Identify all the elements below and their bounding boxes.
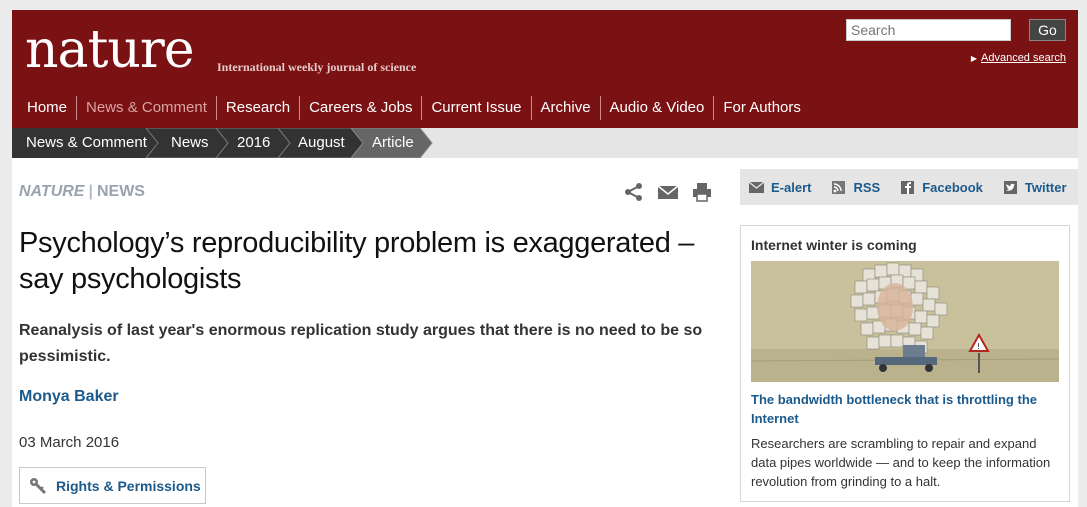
page: nature International weekly journal of s… xyxy=(12,10,1078,507)
breadcrumb-news[interactable]: News xyxy=(171,134,209,151)
nav-item-archive[interactable]: Archive xyxy=(530,96,600,120)
promo-illustration: ! xyxy=(751,261,1059,382)
facebook-label: Facebook xyxy=(922,179,983,195)
journal-label[interactable]: NATURE xyxy=(19,183,85,200)
main-nav: Home News & Comment Research Careers & J… xyxy=(18,96,810,120)
breadcrumb-news-comment[interactable]: News & Comment xyxy=(26,134,147,151)
advanced-search-link[interactable]: ▶ Advanced search xyxy=(971,52,1066,64)
share-icon[interactable] xyxy=(624,182,644,202)
nav-item-research[interactable]: Research xyxy=(215,96,299,120)
tagline: International weekly journal of science xyxy=(217,60,417,74)
nav-item-news-comment[interactable]: News & Comment xyxy=(76,96,216,120)
section-news-label[interactable]: NEWS xyxy=(96,183,145,200)
breadcrumb-background xyxy=(12,128,433,158)
rss-icon xyxy=(832,180,846,194)
email-icon xyxy=(749,180,764,193)
promo-image[interactable]: ! xyxy=(751,261,1059,382)
breadcrumb: News & Comment News 2016 August Article xyxy=(12,128,1078,158)
rss-label: RSS xyxy=(853,179,881,195)
e-alert-link[interactable]: E-alert xyxy=(749,180,811,195)
nav-item-for-authors[interactable]: For Authors xyxy=(713,96,810,120)
rights-permissions-label: Rights & Permissions xyxy=(56,477,201,494)
nav-item-current-issue[interactable]: Current Issue xyxy=(421,96,530,120)
svg-text:!: ! xyxy=(977,342,980,351)
nav-item-careers-jobs[interactable]: Careers & Jobs xyxy=(299,96,421,120)
promo-article-link[interactable]: The bandwidth bottleneck that is throttl… xyxy=(751,392,1037,426)
advanced-search-label: Advanced search xyxy=(981,52,1066,64)
breadcrumb-august[interactable]: August xyxy=(298,134,345,151)
rss-link[interactable]: RSS xyxy=(831,180,880,195)
rights-permissions-button[interactable]: Rights & Permissions xyxy=(19,467,206,504)
twitter-icon xyxy=(1003,180,1017,194)
nav-item-audio-video[interactable]: Audio & Video xyxy=(599,96,714,120)
publish-date: 03 March 2016 xyxy=(19,434,120,451)
e-alert-label: E-alert xyxy=(771,179,812,195)
twitter-label: Twitter xyxy=(1024,179,1067,195)
twitter-link[interactable]: Twitter xyxy=(1003,180,1067,195)
promo-title: Internet winter is coming xyxy=(751,237,917,253)
headline: Psychology’s reproducibility problem is … xyxy=(19,227,695,295)
triangle-right-icon: ▶ xyxy=(970,54,977,63)
nature-logo[interactable]: nature xyxy=(25,20,195,80)
search-input[interactable] xyxy=(846,19,1011,41)
promo-box: Internet winter is coming xyxy=(740,225,1070,502)
facebook-icon xyxy=(901,180,915,194)
masthead: nature International weekly journal of s… xyxy=(12,10,1078,128)
section-label: NATURE | NEWS xyxy=(19,183,145,200)
standfirst: Reanalysis of last year's enormous repli… xyxy=(19,322,703,365)
breadcrumb-2016[interactable]: 2016 xyxy=(237,134,271,151)
nav-item-home[interactable]: Home xyxy=(27,99,68,116)
author-link[interactable]: Monya Baker xyxy=(19,388,119,405)
article-tools xyxy=(624,182,712,202)
promo-description: Researchers are scrambling to repair and… xyxy=(751,436,1051,489)
key-icon xyxy=(30,477,47,494)
social-bar: E-alert RSS Facebook Twitter xyxy=(740,169,1078,205)
email-icon[interactable] xyxy=(657,182,679,202)
go-button[interactable]: Go xyxy=(1029,19,1066,41)
print-icon[interactable] xyxy=(692,182,712,202)
facebook-link[interactable]: Facebook xyxy=(900,180,983,195)
breadcrumb-article: Article xyxy=(372,134,414,151)
